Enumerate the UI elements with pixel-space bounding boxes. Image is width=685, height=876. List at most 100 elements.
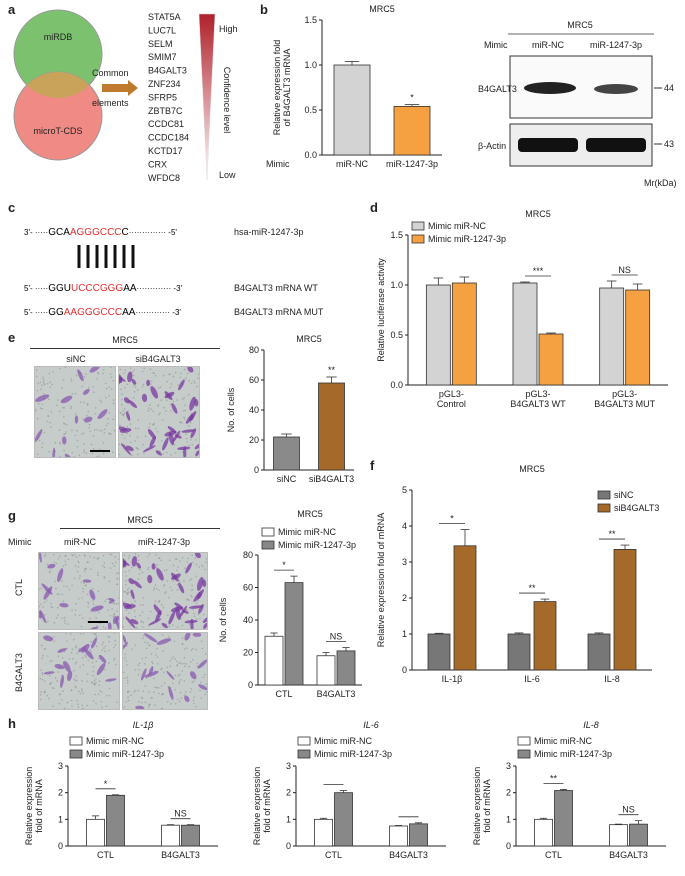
chart-e-ytick: 80 (249, 345, 259, 355)
chart-h1-bar (106, 794, 125, 847)
g-cell-label: MRC5 (127, 515, 153, 525)
chart-h3-ytick: 1 (506, 814, 511, 824)
chart-h1-ytick: 1 (58, 814, 63, 824)
arrow-label-common: Common (92, 68, 129, 78)
gene-stat5a: STAT5A (148, 12, 181, 22)
chart-h2-ytick: 0 (286, 841, 291, 851)
chart-g-sig: * (282, 560, 286, 570)
chart-g-ytick: 40 (243, 615, 253, 625)
chart-f-ytick: 5 (402, 485, 407, 495)
gene-ccdc184: CCDC184 (148, 133, 189, 143)
chart-f-legend-swatch (597, 490, 611, 500)
chart-e-sig: ** (328, 365, 336, 375)
chart-e-title: MRC5 (296, 334, 322, 344)
chart-d-legend-label: Mimic miR-1247-3p (428, 234, 506, 244)
chart-e-ytick: 20 (249, 435, 259, 445)
chart-h2-ytick: 1 (286, 814, 291, 824)
chart-h3-ytick: 2 (506, 788, 511, 798)
panel-letter-h: h (8, 716, 16, 731)
chart-f: MRC5 0 1 2 3 4 5 Relative expression fold of mR… (376, 464, 659, 684)
chart-h3-xtick: CTL (545, 850, 562, 860)
gene-kctd17: KCTD17 (148, 146, 183, 156)
chart-d-sig: *** (533, 266, 544, 276)
chart-h1-sig: * (104, 779, 108, 789)
chart-h3-ylabel: fold of mRNA (482, 779, 492, 833)
chart-h1-bar (86, 818, 105, 847)
e-lane-2: siB4GALT3 (135, 354, 181, 364)
chart-h2-bar (334, 792, 353, 847)
chart-b-xtick: miR-1247-3p (386, 159, 438, 169)
g-lane-2: miR-1247-3p (137, 537, 191, 547)
chart-d-xtick: B4GALT3 WT (510, 399, 566, 409)
scale-bar-g (88, 621, 108, 623)
chart-b-bar (333, 64, 371, 156)
chart-g-xtick: B4GALT3 (317, 689, 356, 699)
chart-d-ytick: 1.5 (390, 230, 403, 240)
chart-h1-legend-swatch (69, 749, 83, 759)
scale-high: High (219, 24, 238, 34)
e-lane-1: siNC (66, 354, 86, 364)
chart-f-xtick: IL-8 (604, 674, 620, 684)
micrograph-g-b4-mir (122, 632, 208, 710)
blot-size-2: 43 (664, 139, 674, 149)
gene-crx: CRX (148, 159, 167, 169)
scale-mid: Confidence level (222, 67, 232, 134)
chart-f-ylabel: Relative expression fold of mRNA (376, 513, 386, 648)
chart-h2-ytick: 3 (286, 761, 291, 771)
confidence-wedge (198, 13, 216, 181)
chart-d-xtick: pGL3- (525, 389, 550, 399)
chart-h1-ytick: 2 (58, 788, 63, 798)
blot-band-label-2: β-Actin (478, 141, 506, 151)
chart-g-xtick: CTL (275, 689, 292, 699)
chart-h2-legend-label: Mimic miR-NC (314, 736, 372, 746)
e-cell-label: MRC5 (112, 335, 138, 345)
chart-h1-ytick: 3 (58, 761, 63, 771)
chart-h1-legend-label: Mimic miR-1247-3p (86, 749, 164, 759)
chart-e-ylabel: No. of cells (226, 387, 236, 432)
chart-h2-bar (389, 825, 408, 847)
chart-h3-bar (609, 824, 628, 847)
chart-f-bar (427, 633, 451, 671)
chart-f-sig: ** (608, 529, 616, 539)
chart-e-ytick: 0 (254, 465, 259, 475)
chart-d-legend-swatch (411, 221, 425, 231)
chart-h2-legend-swatch (297, 736, 311, 746)
chart-f-ytick: 2 (402, 593, 407, 603)
chart-h2-xtick: B4GALT3 (389, 850, 428, 860)
chart-f-bar (453, 545, 477, 671)
chart-h3-ytick: 0 (506, 841, 511, 851)
chart-d-ytick: 0.0 (390, 380, 403, 390)
chart-g-ytick: 60 (243, 583, 253, 593)
chart-h3-legend-swatch (517, 736, 531, 746)
chart-h3-bar (534, 818, 553, 847)
chart-d-xtick: Control (437, 399, 466, 409)
chart-b: MRC5 0.0 0.5 1.0 1.5 Relative expression fold… (266, 4, 442, 169)
chart-h2-xtick: CTL (325, 850, 342, 860)
micrograph-e-sib4galt3 (118, 366, 200, 458)
band-actin-2 (586, 138, 646, 152)
chart-d-ytick: 1.0 (390, 280, 403, 290)
base-pair-lines (77, 245, 135, 268)
gene-luc7l: LUC7L (148, 25, 176, 35)
chart-b-ytick: 1.0 (304, 60, 317, 70)
chart-d-bar (599, 287, 625, 386)
chart-b-sig: * (410, 93, 414, 103)
chart-e-xtick: siB4GALT3 (309, 474, 354, 484)
chart-e-xtick: siNC (277, 474, 297, 484)
chart-g-ylabel: No. of cells (218, 597, 228, 642)
chart-g-ytick: 80 (243, 550, 253, 560)
gene-b4galt3: B4GALT3 (148, 66, 187, 76)
chart-e-bar (273, 436, 300, 471)
blot-lane-1: miR-NC (532, 40, 564, 50)
chart-h1-ytick: 0 (58, 841, 63, 851)
chart-b-ylabel: Relative expression fold (272, 40, 282, 136)
chart-h3-sig: ** (550, 773, 558, 783)
gene-zbtb7c: ZBTB7C (148, 106, 183, 116)
chart-h3-sig: NS (622, 805, 635, 815)
chart-h1-bar (161, 824, 180, 847)
chart-f-sig: * (450, 514, 454, 524)
blot-cell-label: MRC5 (567, 20, 593, 30)
chart-d-legend-label: Mimic miR-NC (428, 221, 486, 231)
chart-h1-ylabel: Relative expression (24, 767, 34, 846)
chart-g-bar (284, 582, 304, 686)
